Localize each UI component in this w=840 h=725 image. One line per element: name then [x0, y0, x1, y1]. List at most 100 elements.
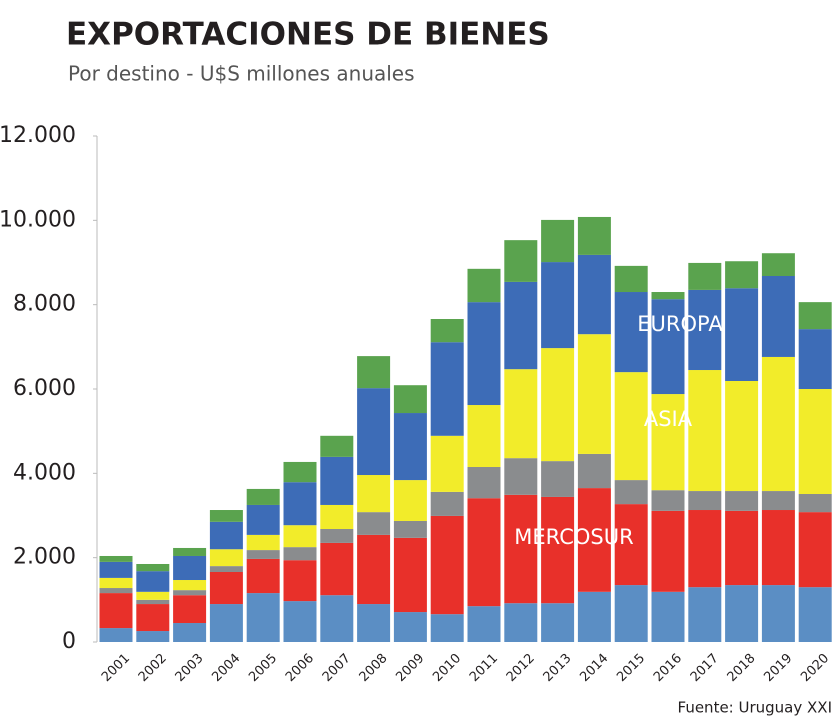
bar-segment [761, 356, 795, 492]
bar-segment [430, 342, 464, 436]
bar-segment [246, 550, 280, 559]
bar-segment [761, 253, 795, 276]
bar-segment [136, 599, 170, 605]
bar-segment [467, 606, 501, 642]
bar-segment [798, 302, 832, 330]
bar-segment [651, 292, 685, 300]
y-tick-label: 12.000 [0, 123, 76, 148]
bar-segment [798, 493, 832, 513]
bar-segment [504, 603, 538, 642]
bar-segment [357, 534, 391, 605]
bar-segment [688, 491, 722, 511]
bar-segment [173, 547, 207, 556]
bar-segment [136, 631, 170, 642]
bar-segment [246, 558, 280, 594]
bar-segment [136, 563, 170, 572]
bar-segment [99, 561, 133, 578]
bar-segment [99, 577, 133, 589]
bar-segment [688, 510, 722, 588]
bar-segment [430, 515, 464, 615]
bar-segment [393, 385, 427, 414]
x-tick-label: 2012 [504, 651, 538, 685]
series-label: ASIA [644, 407, 693, 431]
x-tick-label: 2020 [798, 651, 832, 685]
bar-segment [320, 528, 354, 543]
bar-segment [393, 612, 427, 642]
bar-segment [430, 435, 464, 492]
x-tick-label: 2003 [173, 651, 207, 685]
bar-segment [541, 603, 575, 642]
bar-segment [283, 461, 317, 483]
bar-segment [541, 348, 575, 462]
bar-segment [798, 587, 832, 642]
bar-segment [504, 240, 538, 282]
y-tick-label: 8.000 [13, 292, 76, 317]
bar-segment [651, 510, 685, 592]
bar-segment [467, 498, 501, 607]
y-tick-label: 4.000 [13, 460, 76, 485]
bar-segment [541, 219, 575, 263]
bar-segment [430, 614, 464, 642]
x-tick-label: 2008 [357, 651, 391, 685]
bar-segment [393, 537, 427, 613]
bar-segment [209, 549, 243, 567]
bar-segment [467, 467, 501, 499]
bar-segment [798, 329, 832, 389]
bar-segment [798, 512, 832, 588]
bar-segment [577, 216, 611, 255]
bar-segment [614, 504, 648, 586]
bar-segment [283, 525, 317, 548]
series-label: MERCOSUR [514, 525, 633, 549]
bar-segment [246, 504, 280, 535]
bar-segment [209, 521, 243, 550]
bar-segment [357, 475, 391, 513]
bar-segment [688, 262, 722, 290]
bar-segment [283, 482, 317, 526]
bar-segment [614, 480, 648, 505]
bar-segment [725, 510, 759, 586]
bar-segment [357, 388, 391, 476]
chart-title: EXPORTACIONES DE BIENES [66, 17, 550, 53]
bar-segment [651, 394, 685, 491]
y-tick-label: 10.000 [0, 207, 76, 232]
bar-segment [209, 604, 243, 642]
bar-segment [320, 456, 354, 505]
bar-segment [467, 268, 501, 303]
bar-segment [393, 413, 427, 481]
bar-segment [614, 372, 648, 481]
bar-segment [246, 534, 280, 551]
bar-segment [136, 591, 170, 600]
bar-segment [173, 595, 207, 624]
bar-segment [614, 265, 648, 293]
bar-segment [136, 604, 170, 632]
bar-segment [209, 572, 243, 605]
bar-segment [577, 591, 611, 642]
bar-segment [798, 389, 832, 494]
x-tick-label: 2002 [136, 651, 170, 685]
bar-segment [504, 458, 538, 495]
bar-segment [99, 555, 133, 562]
bar-segment [320, 542, 354, 596]
bar-segment [320, 504, 354, 529]
x-tick-label: 2018 [725, 651, 759, 685]
bar-segment [504, 281, 538, 370]
bar-segment [725, 261, 759, 289]
bar-segment [320, 435, 354, 457]
x-tick-label: 2016 [651, 651, 685, 685]
bar-segment [357, 512, 391, 535]
bar-segment [614, 292, 648, 373]
bar-segment [209, 510, 243, 522]
y-tick-label: 2.000 [13, 545, 76, 570]
bar-segment [99, 593, 133, 629]
x-tick-label: 2011 [467, 651, 501, 685]
bar-segment [504, 494, 538, 604]
bar-segment [393, 480, 427, 521]
bar-segment [614, 585, 648, 642]
x-tick-label: 2005 [246, 651, 280, 685]
bar-segment [283, 547, 317, 561]
x-tick-label: 2010 [430, 651, 464, 685]
bar-segment [761, 491, 795, 511]
bar-segment [577, 488, 611, 592]
bar-segment [173, 623, 207, 642]
